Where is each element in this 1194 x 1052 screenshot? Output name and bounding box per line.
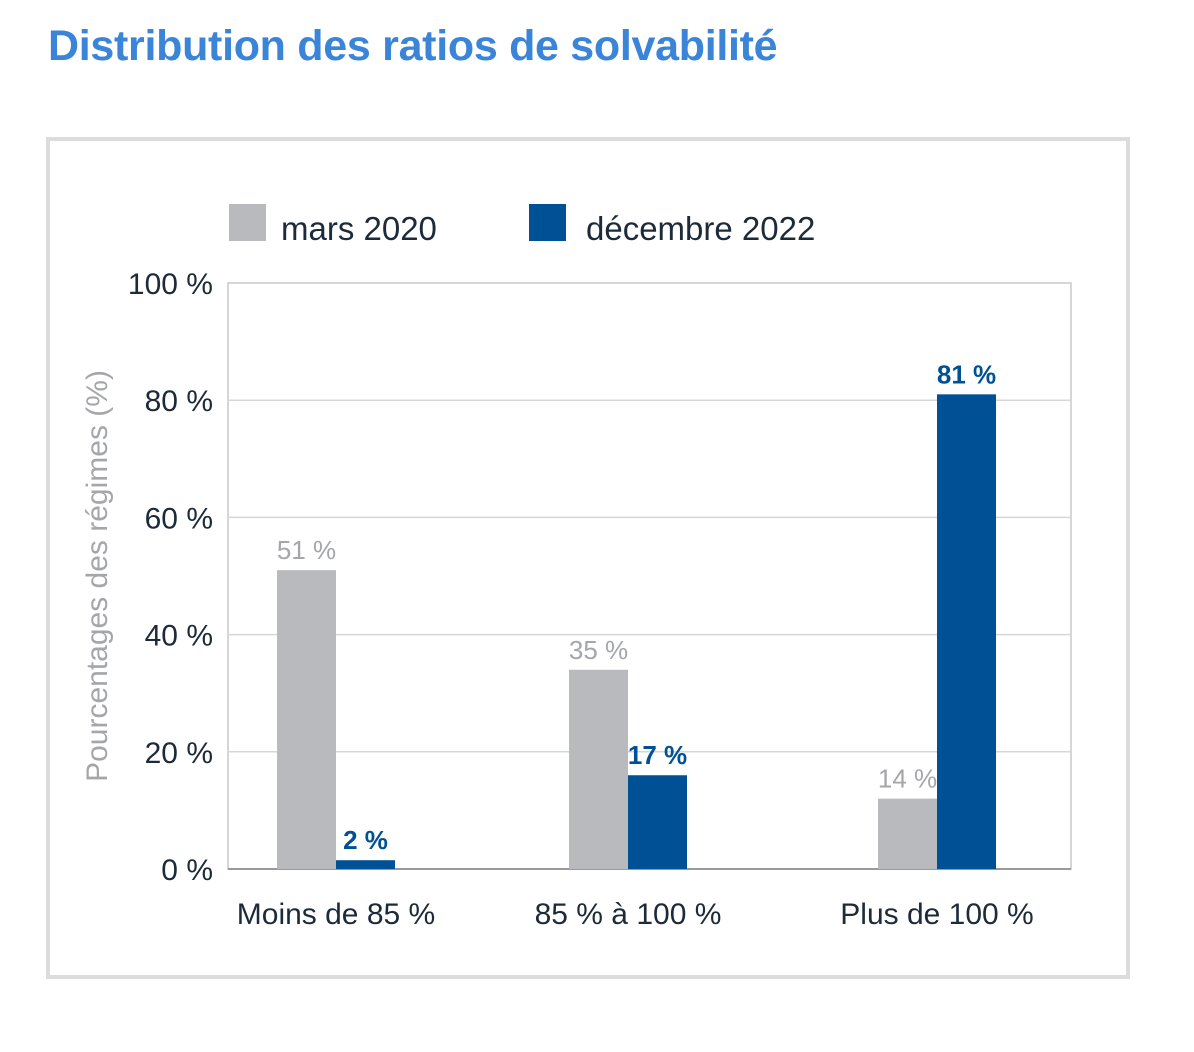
bar-mars-2020 [569, 669, 628, 869]
legend-swatch [229, 204, 266, 241]
x-tick-label: 85 % à 100 % [535, 898, 722, 931]
data-label: 2 % [343, 825, 388, 855]
bar-decembre-2022 [628, 775, 687, 869]
data-labels: 51 % 35 % 14 % 2 % 17 % 81 % [277, 359, 996, 855]
page-title: Distribution des ratios de solvabilité [48, 22, 778, 70]
y-tick-label: 100 % [128, 268, 213, 301]
legend-swatch [529, 204, 566, 241]
y-tick-label: 80 % [145, 385, 213, 418]
data-label: 17 % [628, 740, 687, 770]
bar-mars-2020 [878, 798, 937, 869]
data-label: 35 % [569, 635, 628, 665]
bar-mars-2020 [277, 570, 336, 869]
y-tick-label: 20 % [145, 737, 213, 770]
legend-label: mars 2020 [281, 210, 437, 247]
bar-decembre-2022 [937, 394, 996, 869]
y-tick-label: 40 % [145, 620, 213, 653]
bar-decembre-2022 [336, 860, 395, 869]
y-axis-label: Pourcentages des régimes (%) [81, 370, 114, 782]
y-tick-label: 0 % [161, 854, 213, 887]
y-tick-label: 60 % [145, 502, 213, 535]
x-tick-label: Plus de 100 % [840, 898, 1033, 931]
axis-ticks: 0 % 20 % 40 % 60 % 80 % 100 % Moins de 85 % 85 … [128, 268, 1034, 931]
bars [277, 394, 996, 869]
data-label: 51 % [277, 535, 336, 565]
chart-frame [46, 137, 1130, 979]
legend-label: décembre 2022 [586, 210, 815, 247]
legend: mars 2020 décembre 2022 [229, 204, 815, 247]
data-label: 14 % [878, 764, 937, 794]
x-tick-label: Moins de 85 % [237, 898, 435, 931]
data-label: 81 % [937, 359, 996, 389]
